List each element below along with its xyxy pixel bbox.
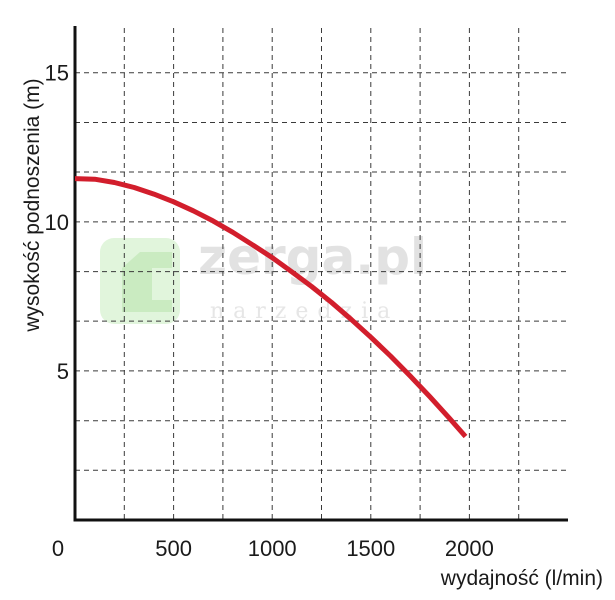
- y-tick-label-5: 5: [57, 359, 69, 384]
- x-tick-label-1000: 1000: [248, 536, 297, 561]
- y-tick-labels: 5 10 15: [45, 61, 69, 384]
- x-axis-label: wydajność (l/min): [440, 567, 603, 590]
- series-layer: [74, 176, 468, 439]
- axes: [73, 26, 568, 522]
- x-tick-label-0: 0: [52, 536, 64, 561]
- watermark: zerga.pl narzędzia: [100, 228, 427, 324]
- series-line-0: [74, 176, 468, 439]
- watermark-tagline: narzędzia: [210, 299, 399, 324]
- y-tick-label-10: 10: [45, 210, 69, 235]
- grid: [75, 28, 568, 520]
- y-axis-label: wysokość podnoszenia (m): [21, 78, 44, 332]
- x-tick-label-2000: 2000: [445, 536, 494, 561]
- y-tick-label-15: 15: [45, 61, 69, 86]
- x-tick-labels: 0 500 1000 1500 2000: [52, 536, 494, 561]
- x-tick-label-500: 500: [155, 536, 192, 561]
- watermark-logo-icon: [100, 238, 180, 324]
- x-tick-label-1500: 1500: [346, 536, 395, 561]
- watermark-brand: zerga.pl: [198, 228, 427, 286]
